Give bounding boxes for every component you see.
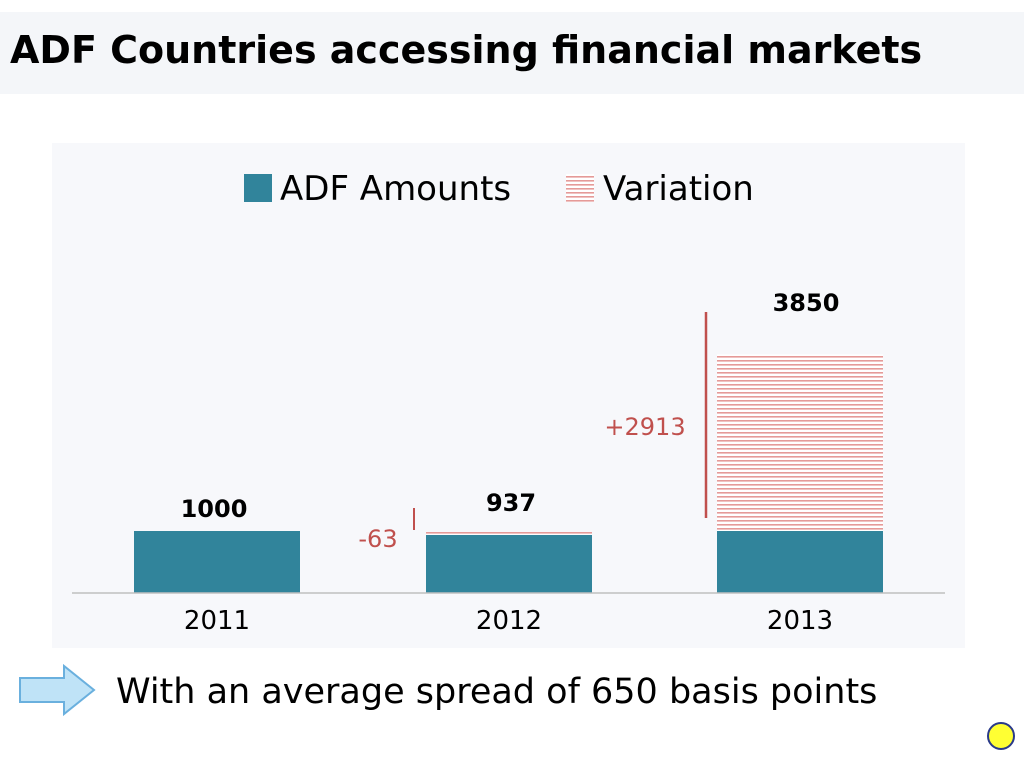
bar-adf-amounts-2012 [426,534,592,593]
x-tick-2011: 2011 [184,606,250,636]
bar-variation-2013 [717,354,883,531]
legend-label-adf-amounts: ADF Amounts [280,169,511,209]
title-bar [0,12,1024,94]
data-label-2012: 937 [486,489,536,517]
slide-title: ADF Countries accessing financial market… [10,28,923,72]
variation-label-2013: +2913 [604,413,685,441]
legend-swatch-adf-amounts [244,174,272,202]
legend-swatch-variation [566,174,594,202]
bar-adf-amounts-2013 [717,531,883,593]
variation-label-2012: -63 [358,525,397,553]
bars-group [134,354,883,593]
x-tick-2012: 2012 [476,606,542,636]
data-label-2011: 1000 [181,495,248,523]
data-label-2013: 3850 [773,289,840,317]
x-tick-2013: 2013 [767,606,833,636]
status-dot [987,722,1015,750]
bar-variation-2012 [426,531,592,535]
footer-note: With an average spread of 650 basis poin… [116,672,878,712]
legend-label-variation: Variation [603,169,754,209]
right-arrow-icon [19,663,96,717]
bar-adf-amounts-2011 [134,531,300,593]
